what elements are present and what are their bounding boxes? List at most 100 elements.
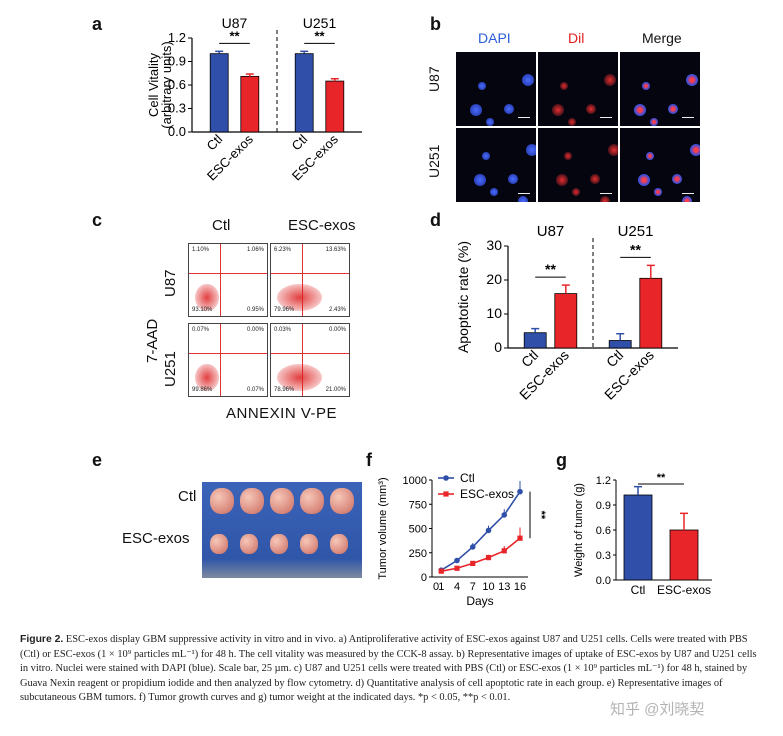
y-tick-label: 0.3	[596, 550, 611, 562]
chart-g-tumor-weight: 0.0 0.3 0.6 0.9 1.2 Weight of tumor (g) Ctl ESC…	[573, 472, 712, 597]
series-line	[440, 491, 521, 571]
dil-signal	[608, 144, 618, 156]
row-label-u87: U87	[426, 66, 442, 92]
dil-signal	[552, 104, 564, 116]
tumor-row-exos: ESC-exos	[122, 530, 190, 547]
significance-label: **	[545, 261, 556, 277]
micrograph-tile	[538, 52, 618, 126]
tumor-exos	[330, 534, 348, 554]
caption-label: Figure 2.	[20, 634, 64, 645]
quadrant-percent: 99.86%	[192, 387, 213, 393]
micrograph-tile	[620, 128, 700, 202]
bar	[669, 529, 699, 581]
tumor-exos	[210, 534, 228, 554]
y-axis-label: Weight of tumor (g)	[573, 483, 585, 577]
flow-row-u251: U251	[162, 351, 179, 387]
event-cloud	[195, 283, 219, 311]
group-label: U87	[537, 223, 565, 240]
y-tick-label: 1.2	[596, 475, 611, 487]
col-label-dil: Dil	[568, 30, 585, 46]
significance-label: **	[535, 511, 547, 520]
scale-bar	[682, 193, 694, 194]
nucleus	[642, 82, 650, 90]
y-axis-label: Tumor volume (mm³)	[377, 477, 389, 579]
bar	[294, 53, 314, 133]
y-tick-label: 0.6	[168, 77, 186, 92]
quadrant-percent: 79.96%	[274, 307, 295, 313]
data-point	[438, 568, 444, 574]
dil-signal	[556, 174, 568, 186]
panel-c-flow: Ctl ESC-exos 7-AAD U87 U251 ANNEXIN V-PE…	[140, 215, 380, 425]
quadrant-percent: 0.95%	[246, 307, 264, 313]
event-cloud	[277, 363, 323, 391]
panel-letter-b: b	[430, 14, 441, 34]
quadrant-percent: 0.07%	[246, 387, 264, 393]
bar	[608, 340, 632, 349]
x-tick-label: 10	[482, 581, 494, 593]
y-axis-label: Cell Vitality	[146, 52, 161, 117]
y-axis-label-2: (arbitrary units)	[159, 41, 174, 128]
flow-ylabel: 7-AAD	[144, 318, 161, 363]
x-tick-label: 7	[470, 581, 476, 593]
bar	[240, 75, 260, 133]
x-axis-label: Days	[466, 594, 493, 608]
dil-signal	[586, 104, 596, 114]
legend-label: Ctl	[460, 471, 475, 485]
panel-letter-c: c	[92, 210, 103, 230]
x-tick-label: 0	[433, 581, 439, 593]
y-tick-label: 750	[409, 499, 427, 511]
gate-v	[302, 244, 304, 316]
tumor-photo	[202, 482, 362, 578]
y-tick-label: 0.0	[596, 575, 611, 587]
data-point	[485, 555, 492, 561]
x-tick-label: 16	[514, 581, 526, 593]
data-point	[517, 488, 523, 495]
quadrant-percent: 0.00%	[328, 327, 346, 333]
panel-b-microscopy: DAPI Dil Merge U87 U251	[426, 30, 756, 202]
series-line	[441, 537, 521, 572]
tumor-ctl	[300, 488, 324, 514]
figure-caption: Figure 2. ESC-exos display GBM suppressi…	[20, 633, 762, 706]
nucleus	[518, 196, 528, 202]
panel-letter-e: e	[92, 450, 103, 470]
scale-bar	[600, 193, 612, 194]
nucleus	[668, 104, 678, 114]
micrograph-tile	[620, 52, 700, 126]
x-tick-label: 13	[498, 581, 510, 593]
col-label-merge: Merge	[642, 30, 682, 46]
gate-h	[189, 352, 267, 354]
bar	[623, 494, 653, 581]
chart-a-cell-vitality: 0.0 0.3 0.6 0.9 1.2 Cell Vitality(arbitrary u…	[146, 15, 362, 184]
x-tick-label: 4	[454, 581, 460, 593]
y-tick-label: 0.9	[596, 500, 611, 512]
data-point	[454, 557, 460, 564]
gate-v	[220, 244, 222, 316]
y-tick-label: 0.0	[168, 124, 186, 139]
legend-label: ESC-exos	[460, 487, 514, 501]
panel-letter-g: g	[556, 450, 567, 470]
flow-plot: 1.10% 1.06% 93.10% 0.95%	[188, 243, 268, 317]
flow-xlabel: ANNEXIN V-PE	[226, 405, 338, 422]
dil-signal	[604, 74, 616, 86]
gate-v	[220, 324, 222, 396]
nucleus	[638, 174, 650, 186]
group-label: U87	[222, 15, 248, 31]
micrograph-tile	[456, 128, 536, 202]
y-tick-label: 20	[486, 271, 502, 287]
category-label: ESC-exos	[657, 583, 711, 597]
gate-v	[302, 324, 304, 396]
tumor-exos	[300, 534, 318, 554]
data-point	[501, 512, 508, 518]
quadrant-percent: 78.96%	[274, 387, 295, 393]
nucleus	[646, 152, 654, 160]
scale-bar	[518, 117, 530, 118]
nucleus	[672, 174, 682, 184]
bar	[554, 293, 578, 349]
nucleus	[522, 74, 534, 86]
data-point	[501, 548, 507, 554]
chart-f-tumor-volume: 0 250 500 750 1000 0 1 4 7 10 13 16 Days Tumor volume…	[377, 471, 547, 608]
tumor-ctl	[270, 488, 294, 514]
nucleus	[478, 82, 486, 90]
watermark: 知乎 @刘晓契	[610, 701, 705, 718]
row-label-u251: U251	[426, 144, 442, 178]
